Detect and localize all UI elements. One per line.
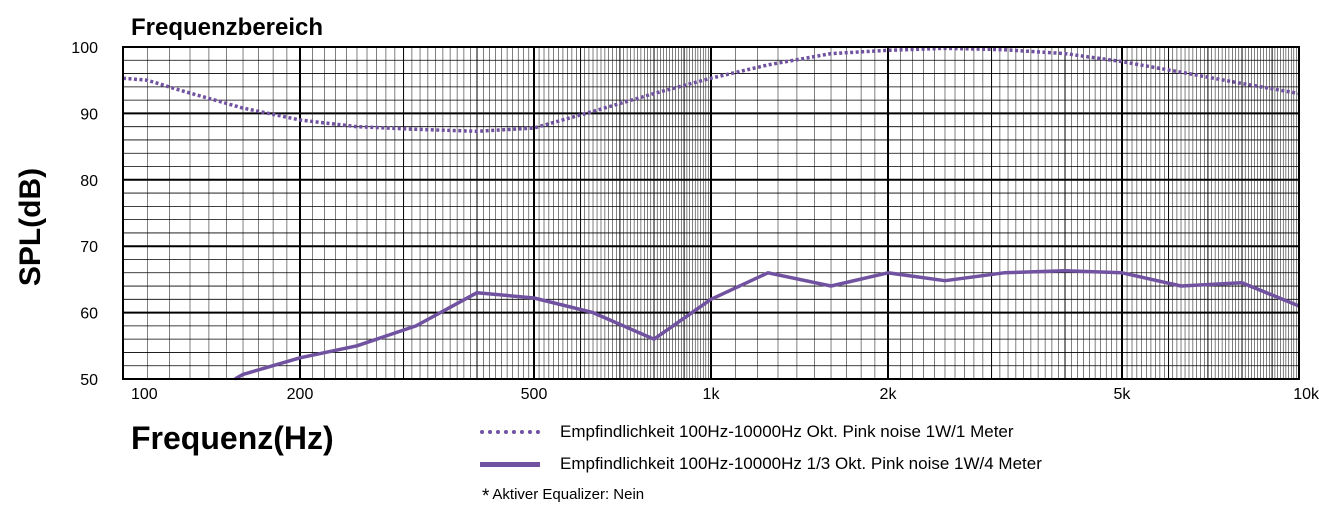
x-tick-label: 2k — [880, 386, 898, 400]
x-axis-label: Frequenz(Hz) — [131, 420, 334, 456]
legend-swatch-dotted — [480, 430, 540, 434]
x-tick-label: 10k — [1293, 386, 1319, 400]
x-tick-label: 100 — [131, 386, 158, 400]
x-tick-label: 1k — [703, 386, 721, 400]
legend-swatch-solid — [480, 461, 540, 467]
y-tick-label: 50 — [80, 372, 98, 389]
footnote: * Aktiver Equalizer: Nein — [482, 486, 644, 508]
legend-entry-third-octave-4m: Empfindlichkeit 100Hz-10000Hz 1/3 Okt. P… — [480, 452, 1042, 476]
x-tick-label: 200 — [287, 386, 314, 400]
plot-frame — [122, 46, 1300, 380]
series-line-1 — [122, 46, 1300, 134]
x-tick-label: 5k — [1114, 386, 1132, 400]
y-tick-label: 90 — [80, 106, 98, 123]
y-tick-label: 70 — [80, 239, 98, 256]
footnote-text: Aktiver Equalizer: Nein — [492, 486, 645, 503]
x-tick-label: 500 — [521, 386, 548, 400]
legend-label: Empfindlichkeit 100Hz-10000Hz 1/3 Okt. P… — [560, 454, 1042, 473]
y-tick-label: 100 — [71, 40, 98, 57]
y-tick-label: 60 — [80, 306, 98, 323]
frequency-response-chart: 50 60 70 80 90 100 100 200 500 1k 2k 5k 10k — [71, 40, 1319, 400]
tick-labels: 50 60 70 80 90 100 100 200 500 1k 2k 5k 10k — [71, 40, 1319, 400]
legend-entry-octave-1m: Empfindlichkeit 100Hz-10000Hz Okt. Pink … — [480, 420, 1014, 444]
series-group — [122, 46, 1300, 381]
grid — [122, 46, 1299, 380]
footnote-asterisk: * — [482, 486, 490, 507]
y-tick-label: 80 — [80, 173, 98, 190]
legend-label: Empfindlichkeit 100Hz-10000Hz Okt. Pink … — [560, 422, 1014, 441]
chart-title: Frequenzbereich — [131, 14, 324, 41]
series-line-2 — [234, 269, 1300, 381]
